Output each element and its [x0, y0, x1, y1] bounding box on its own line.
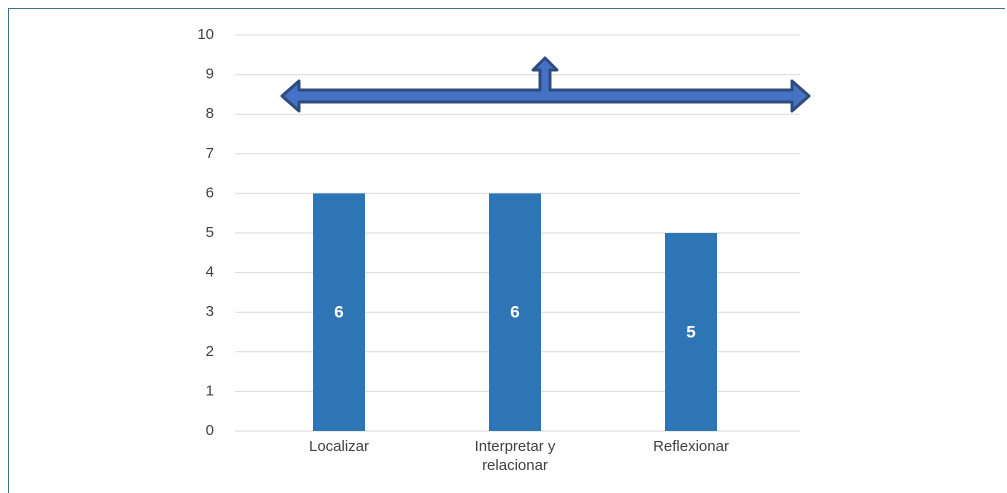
data-label: 6: [334, 303, 343, 322]
y-tick-label: 5: [206, 224, 214, 241]
y-tick-label: 6: [206, 184, 214, 201]
bar: [489, 193, 541, 431]
y-tick-label: 8: [206, 105, 214, 122]
x-tick-label: Interpretar y relacionar: [474, 438, 556, 474]
y-tick-label: 2: [206, 343, 214, 360]
y-tick-label: 9: [206, 66, 214, 83]
data-label: 5: [686, 322, 695, 341]
y-tick-label: 7: [206, 145, 214, 162]
y-tick-label: 4: [206, 264, 214, 281]
arrow: [280, 56, 811, 113]
y-tick-label: 3: [206, 303, 214, 320]
x-tick-label: Reflexionar: [653, 438, 729, 455]
data-label: 6: [510, 303, 519, 322]
x-tick-label: Localizar: [308, 438, 370, 455]
y-tick-label: 1: [206, 382, 214, 399]
frame: [8, 8, 1005, 493]
bar: [665, 233, 717, 431]
bar: [313, 193, 365, 431]
y-tick-label: 10: [197, 26, 214, 43]
y-tick-label: 0: [206, 422, 214, 439]
arrow-decoration: [280, 56, 811, 113]
